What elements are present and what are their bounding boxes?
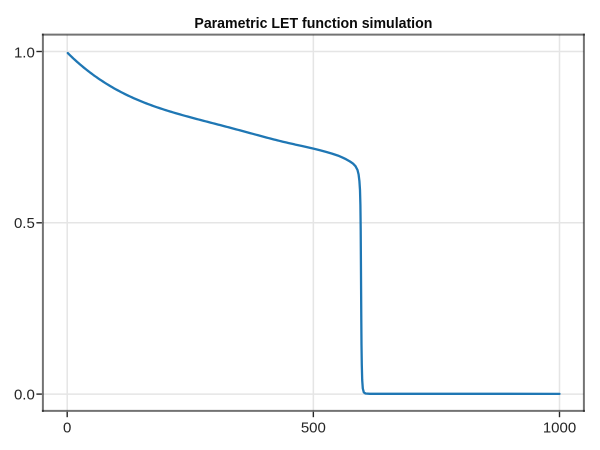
svg-text:1.0: 1.0: [14, 44, 35, 61]
svg-text:Parametric LET function simula: Parametric LET function simulation: [194, 15, 432, 32]
svg-text:0: 0: [63, 419, 71, 436]
svg-text:1000: 1000: [543, 419, 576, 436]
svg-text:0.5: 0.5: [14, 215, 35, 232]
svg-text:500: 500: [301, 419, 326, 436]
svg-text:0.0: 0.0: [14, 387, 35, 404]
